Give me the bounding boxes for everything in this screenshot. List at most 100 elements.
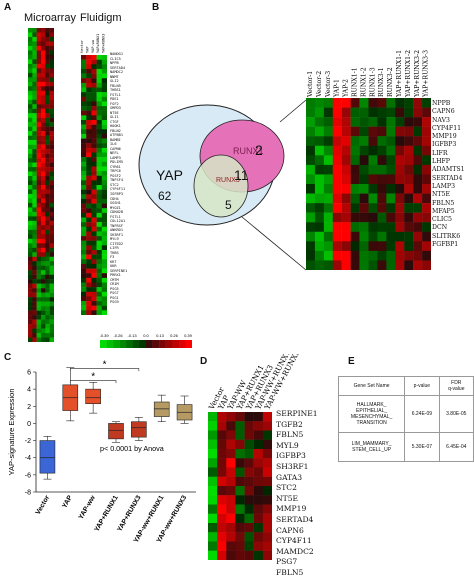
heatmap-cell xyxy=(235,495,245,505)
heatmap-cell xyxy=(36,36,42,42)
heatmap-cell xyxy=(41,99,46,105)
gene-label: UKR xyxy=(110,264,117,269)
heatmap-cell xyxy=(96,268,102,274)
heatmap-cell xyxy=(86,133,92,139)
heatmap-cell xyxy=(81,277,87,283)
heatmap-cell xyxy=(28,95,33,100)
heatmap-cell xyxy=(341,260,351,271)
heatmap-cell xyxy=(332,164,342,175)
gene-label: PDE1 xyxy=(110,97,119,102)
heatmap-cell xyxy=(101,291,108,297)
heatmap-cell xyxy=(32,36,37,42)
heatmap-cell xyxy=(96,222,102,227)
legend-tick-label: -0.13 xyxy=(127,333,137,338)
heatmap-cell xyxy=(422,145,432,156)
heatmap-cell xyxy=(314,117,325,127)
heatmap-cell xyxy=(28,265,33,271)
heatmap-cell xyxy=(314,155,325,166)
heatmap-cell xyxy=(36,104,42,109)
heatmap-cell xyxy=(45,220,50,226)
heatmap-cell xyxy=(28,113,33,118)
panel-b-column-label: RUNX3-2 xyxy=(387,67,394,97)
gene-label: PSG7 xyxy=(110,291,119,296)
heatmap-cell xyxy=(101,240,108,246)
heatmap-cell xyxy=(404,107,414,118)
y-tick-label: 0 xyxy=(27,421,31,428)
heatmap-cell xyxy=(86,166,92,172)
heatmap-cell xyxy=(49,337,55,343)
heatmap-cell xyxy=(386,174,396,185)
heatmap-cell xyxy=(91,250,97,255)
fluidigm-column-labels: Vector YAP YAP-ww YAP+RUNX1 YAP+RUNX3 xyxy=(80,28,108,54)
heatmap-cell xyxy=(323,241,333,252)
heatmap-cell xyxy=(49,288,55,293)
heatmap-cell xyxy=(96,254,102,260)
heatmap-cell xyxy=(377,184,387,194)
heatmap-cell xyxy=(41,36,46,42)
heatmap-cell xyxy=(226,412,236,422)
heatmap-cell xyxy=(28,283,33,289)
heatmap-cell xyxy=(386,250,396,261)
gene-label: FGFBP1 xyxy=(432,241,459,249)
heatmap-cell xyxy=(36,238,42,244)
heatmap-cell xyxy=(217,421,227,431)
heatmap-cell xyxy=(404,98,414,108)
heatmap-cell xyxy=(422,126,432,137)
heatmap-cell xyxy=(49,310,55,316)
heatmap-cell xyxy=(101,161,108,167)
gene-label: NT5E xyxy=(110,110,119,115)
heatmap-cell xyxy=(101,59,108,65)
heatmap-cell xyxy=(81,73,87,79)
heatmap-cell xyxy=(36,216,42,222)
heatmap-cell xyxy=(368,155,378,166)
heatmap-cell xyxy=(36,225,42,231)
heatmap-cell xyxy=(28,68,33,74)
heatmap-cell xyxy=(226,421,236,431)
heatmap-cell xyxy=(28,279,33,284)
heatmap-cell xyxy=(208,495,218,505)
heatmap-cell xyxy=(36,117,42,123)
heatmap-cell xyxy=(217,550,227,561)
heatmap-cell xyxy=(404,260,414,271)
heatmap-cell xyxy=(368,117,378,127)
heatmap-cell xyxy=(91,226,97,232)
fluidigm-heatmap-svg xyxy=(81,55,108,316)
heatmap-cell xyxy=(413,164,423,175)
heatmap-cell xyxy=(41,117,46,123)
heatmap-cell xyxy=(96,245,102,251)
gene-label: CMTM xyxy=(110,277,119,282)
legend-swatch xyxy=(119,340,127,348)
heatmap-cell xyxy=(49,256,55,262)
significance-bracket xyxy=(69,368,140,372)
heatmap-cell xyxy=(395,164,405,175)
heatmap-cell xyxy=(368,231,378,242)
heatmap-cell xyxy=(235,421,245,431)
heatmap-cell xyxy=(45,297,50,302)
heatmap-cell xyxy=(244,523,254,533)
venn-yap-count: 62 xyxy=(158,189,172,203)
panel-b-column-label: Vector-1 xyxy=(307,71,314,98)
heatmap-cell xyxy=(81,161,87,167)
heatmap-cell xyxy=(86,138,92,144)
heatmap-cell xyxy=(36,279,42,284)
heatmap-cell xyxy=(81,263,87,269)
heatmap-cell xyxy=(377,250,387,261)
heatmap-cell xyxy=(81,87,87,93)
heatmap-cell xyxy=(368,222,378,232)
heatmap-cell xyxy=(28,198,33,204)
heatmap-cell xyxy=(350,145,360,156)
heatmap-cell xyxy=(41,45,46,51)
heatmap-cell xyxy=(91,296,97,302)
heatmap-cell xyxy=(45,252,50,257)
heatmap-cell xyxy=(86,175,92,181)
heatmap-cell xyxy=(91,157,97,162)
heatmap-cell xyxy=(28,319,33,325)
heatmap-cell xyxy=(41,288,46,293)
heatmap-cell xyxy=(32,328,37,334)
heatmap-cell xyxy=(368,126,378,137)
heatmap-cell xyxy=(86,101,92,107)
heatmap-cell xyxy=(413,222,423,232)
gene-label: THBS xyxy=(110,250,119,255)
heatmap-cell xyxy=(323,260,333,271)
heatmap-cell xyxy=(86,115,92,121)
